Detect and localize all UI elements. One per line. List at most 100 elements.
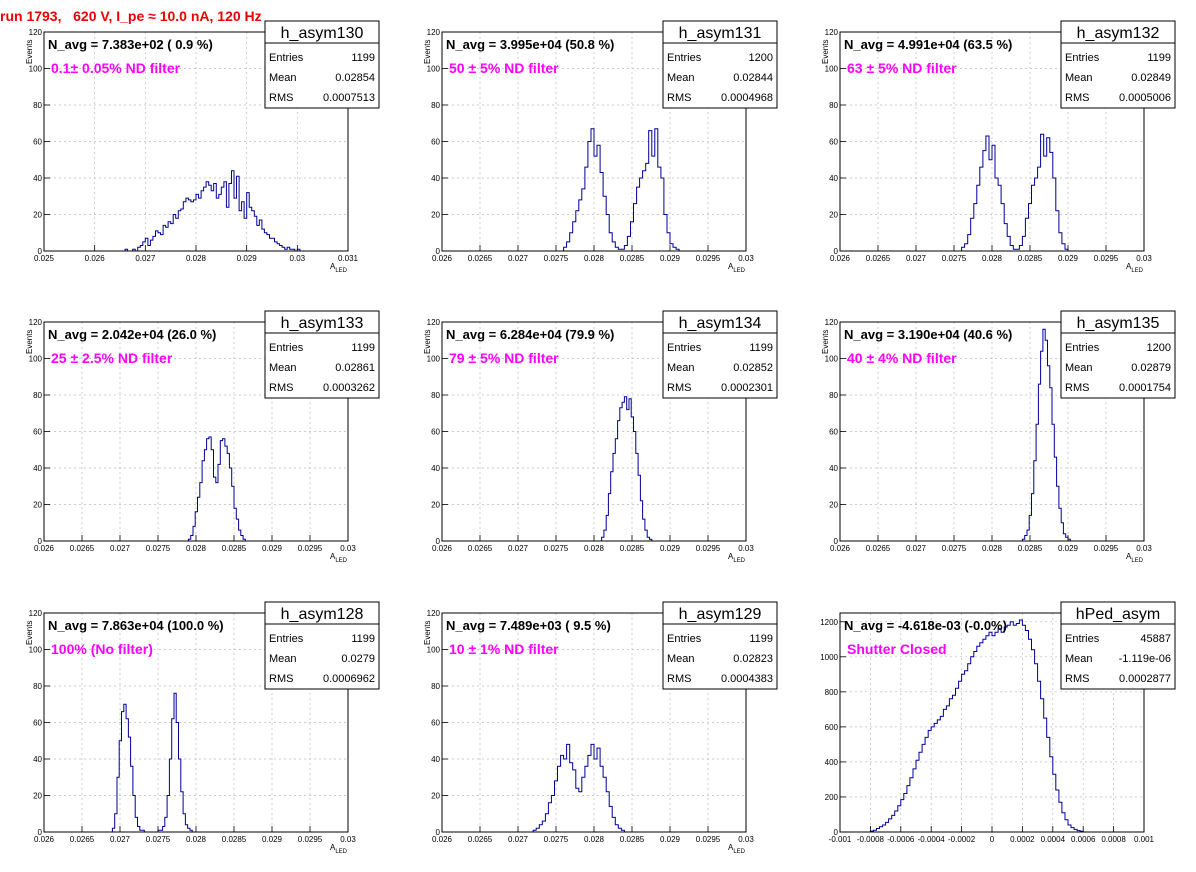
x-tick-label: 0.0285 — [620, 254, 645, 263]
histogram-series — [601, 396, 653, 541]
filter-label: 10 ± 1% ND filter — [449, 641, 559, 657]
x-tick-label: 0.03 — [738, 254, 754, 263]
stat-value: 0.0004968 — [721, 92, 773, 104]
x-tick-label: 0.03 — [738, 544, 754, 553]
y-tick-label: 0 — [834, 247, 839, 256]
stat-value: 0.02852 — [733, 362, 773, 374]
y-tick-label: 20 — [829, 211, 838, 220]
x-tick-label: 0.03 — [738, 835, 754, 844]
x-tick-label: 0.029 — [660, 254, 681, 263]
x-tick-label: 0.028 — [982, 254, 1003, 263]
y-tick-label: 40 — [33, 755, 42, 764]
y-tick-label: 400 — [825, 758, 839, 767]
stat-value: 1200 — [1147, 342, 1171, 354]
y-tick-label: 120 — [427, 609, 441, 618]
histogram-name: h_asym130 — [281, 25, 364, 42]
stat-label: RMS — [269, 382, 293, 394]
stat-label: Mean — [1065, 653, 1093, 665]
histogram-svg: 0.026 0.0265 0.027 0.0275 0.028 0.0285 0.029 0.… — [423, 310, 778, 564]
x-tick-label: 0.027 — [110, 544, 131, 553]
stat-value: 0.0007513 — [323, 92, 375, 104]
x-tick-label: 0.0295 — [696, 254, 721, 263]
x-tick-label: 0.0265 — [468, 835, 493, 844]
stat-label: Entries — [1065, 342, 1100, 354]
x-tick-label: 0.0265 — [468, 254, 493, 263]
x-tick-label: 0.0285 — [222, 835, 247, 844]
x-axis-label-subscript: LED — [335, 268, 347, 274]
navg-label: N_avg = 3.995e+04 (50.8 %) — [446, 37, 614, 52]
x-tick-label: 0.028 — [584, 835, 605, 844]
histogram-svg: -0.001 -0.0008 -0.0006 -0.0004 -0.0002 0 0.000… — [820, 601, 1176, 844]
x-tick-label: 0.029 — [262, 544, 283, 553]
x-tick-label: 0.027 — [906, 254, 927, 263]
x-tick-label: 0.027 — [135, 254, 156, 263]
histogram-svg: 0.026 0.0265 0.027 0.0275 0.028 0.0285 0.029 0.… — [423, 20, 778, 274]
stats-box — [264, 20, 380, 109]
y-tick-label: 20 — [33, 211, 42, 220]
x-tick-label: 0.026 — [432, 544, 453, 553]
histogram-svg: 0.026 0.0265 0.027 0.0275 0.028 0.0285 0.029 0.… — [821, 310, 1176, 564]
x-tick-label: 0.0285 — [620, 835, 645, 844]
x-tick-label: 0.001 — [1134, 835, 1155, 844]
stat-value: 1199 — [351, 633, 375, 645]
stat-label: RMS — [269, 673, 293, 685]
x-tick-label: -0.0002 — [948, 835, 976, 844]
stat-value: 0.02854 — [335, 72, 375, 84]
x-tick-label: 0.0275 — [942, 544, 967, 553]
y-axis-label: Events — [423, 330, 432, 354]
y-axis-label: Events — [821, 40, 830, 64]
x-axis-label-subscript: LED — [1131, 268, 1143, 274]
x-tick-label: 0.028 — [584, 544, 605, 553]
stat-label: RMS — [269, 92, 293, 104]
y-tick-label: 40 — [431, 755, 440, 764]
x-axis-label: ALED — [1126, 262, 1144, 274]
stat-label: RMS — [1065, 92, 1089, 104]
x-tick-label: -0.001 — [829, 835, 852, 844]
y-tick-label: 60 — [33, 138, 42, 147]
navg-label: N_avg = 7.489e+03 ( 9.5 %) — [446, 618, 611, 633]
navg-label: N_avg = 3.190e+04 (40.6 %) — [844, 327, 1012, 342]
y-tick-label: 80 — [829, 101, 838, 110]
y-tick-label: 40 — [829, 464, 838, 473]
stat-value: 0.02879 — [1131, 362, 1171, 374]
y-tick-label: 120 — [427, 28, 441, 37]
x-tick-label: 0.0265 — [866, 254, 891, 263]
x-tick-label: 0.029 — [1058, 254, 1079, 263]
y-axis-label: Events — [25, 621, 34, 645]
x-tick-label: 0.0295 — [1094, 544, 1119, 553]
x-tick-label: 0.027 — [508, 544, 529, 553]
x-tick-label: 0.0285 — [1018, 544, 1043, 553]
filter-label: Shutter Closed — [847, 641, 947, 657]
stat-value: 0.0005006 — [1119, 92, 1171, 104]
y-tick-label: 20 — [431, 792, 440, 801]
x-axis-label-subscript: LED — [1131, 558, 1143, 564]
y-tick-label: 0 — [834, 828, 839, 837]
stat-label: Mean — [269, 653, 297, 665]
y-tick-label: 20 — [829, 501, 838, 510]
y-tick-label: 1200 — [820, 618, 838, 627]
x-tick-label: 0.028 — [982, 544, 1003, 553]
x-axis-label: ALED — [330, 552, 348, 564]
stat-label: RMS — [1065, 382, 1089, 394]
y-tick-label: 20 — [33, 501, 42, 510]
y-tick-label: 100 — [29, 65, 43, 74]
x-tick-label: 0.0002 — [1010, 835, 1035, 844]
y-tick-label: 40 — [33, 174, 42, 183]
stat-value: 1199 — [749, 633, 773, 645]
x-tick-label: 0.0295 — [1094, 254, 1119, 263]
y-tick-label: 800 — [825, 688, 839, 697]
x-tick-label: 0.028 — [186, 835, 207, 844]
filter-label: 40 ± 4% ND filter — [847, 350, 957, 366]
x-tick-label: 0.0295 — [298, 835, 323, 844]
histogram-svg: 0.025 0.026 0.027 0.028 0.029 0.03 0.031 0 20 40 6… — [25, 20, 380, 274]
x-axis-label: ALED — [728, 262, 746, 274]
stat-value: 1199 — [351, 342, 375, 354]
stats-box — [264, 310, 380, 399]
y-tick-label: 80 — [33, 391, 42, 400]
x-tick-label: 0.026 — [830, 544, 851, 553]
stat-label: Entries — [667, 633, 702, 645]
x-tick-label: 0.0275 — [544, 254, 569, 263]
filter-label: 63 ± 5% ND filter — [847, 60, 957, 76]
x-axis-label-subscript: LED — [733, 268, 745, 274]
histogram-series — [124, 170, 301, 252]
